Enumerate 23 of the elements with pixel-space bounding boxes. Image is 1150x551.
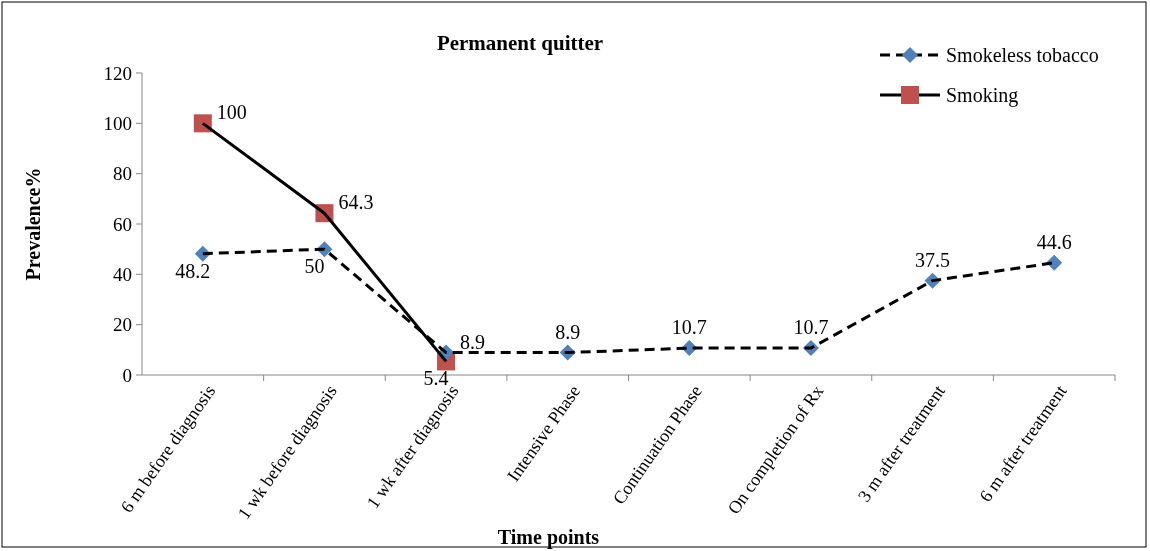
legend-label: Smoking bbox=[946, 84, 1019, 107]
x-axis-title: Time points bbox=[497, 526, 600, 549]
data-label: 10.7 bbox=[793, 316, 829, 339]
y-tick-label: 0 bbox=[122, 364, 132, 386]
data-label: 8.9 bbox=[555, 320, 581, 343]
data-label: 48.2 bbox=[175, 259, 211, 282]
y-axis-title: Prevalence% bbox=[22, 167, 44, 281]
data-label: 44.6 bbox=[1036, 230, 1072, 253]
data-label: 64.3 bbox=[338, 191, 374, 214]
data-label: 37.5 bbox=[915, 248, 951, 271]
data-label: 5.4 bbox=[423, 367, 449, 390]
data-label: 100 bbox=[216, 101, 247, 124]
data-label: 8.9 bbox=[460, 330, 486, 353]
data-label: 10.7 bbox=[671, 316, 707, 339]
chart-title: Permanent quitter bbox=[436, 31, 604, 55]
legend-label: Smokeless tobacco bbox=[946, 44, 1099, 66]
y-tick-label: 20 bbox=[113, 314, 132, 336]
y-tick-label: 120 bbox=[103, 62, 132, 84]
y-tick-label: 40 bbox=[113, 263, 132, 285]
y-tick-label: 80 bbox=[113, 163, 132, 185]
y-tick-label: 100 bbox=[103, 112, 132, 134]
data-label: 50 bbox=[304, 255, 325, 278]
y-tick-label: 60 bbox=[113, 213, 132, 235]
